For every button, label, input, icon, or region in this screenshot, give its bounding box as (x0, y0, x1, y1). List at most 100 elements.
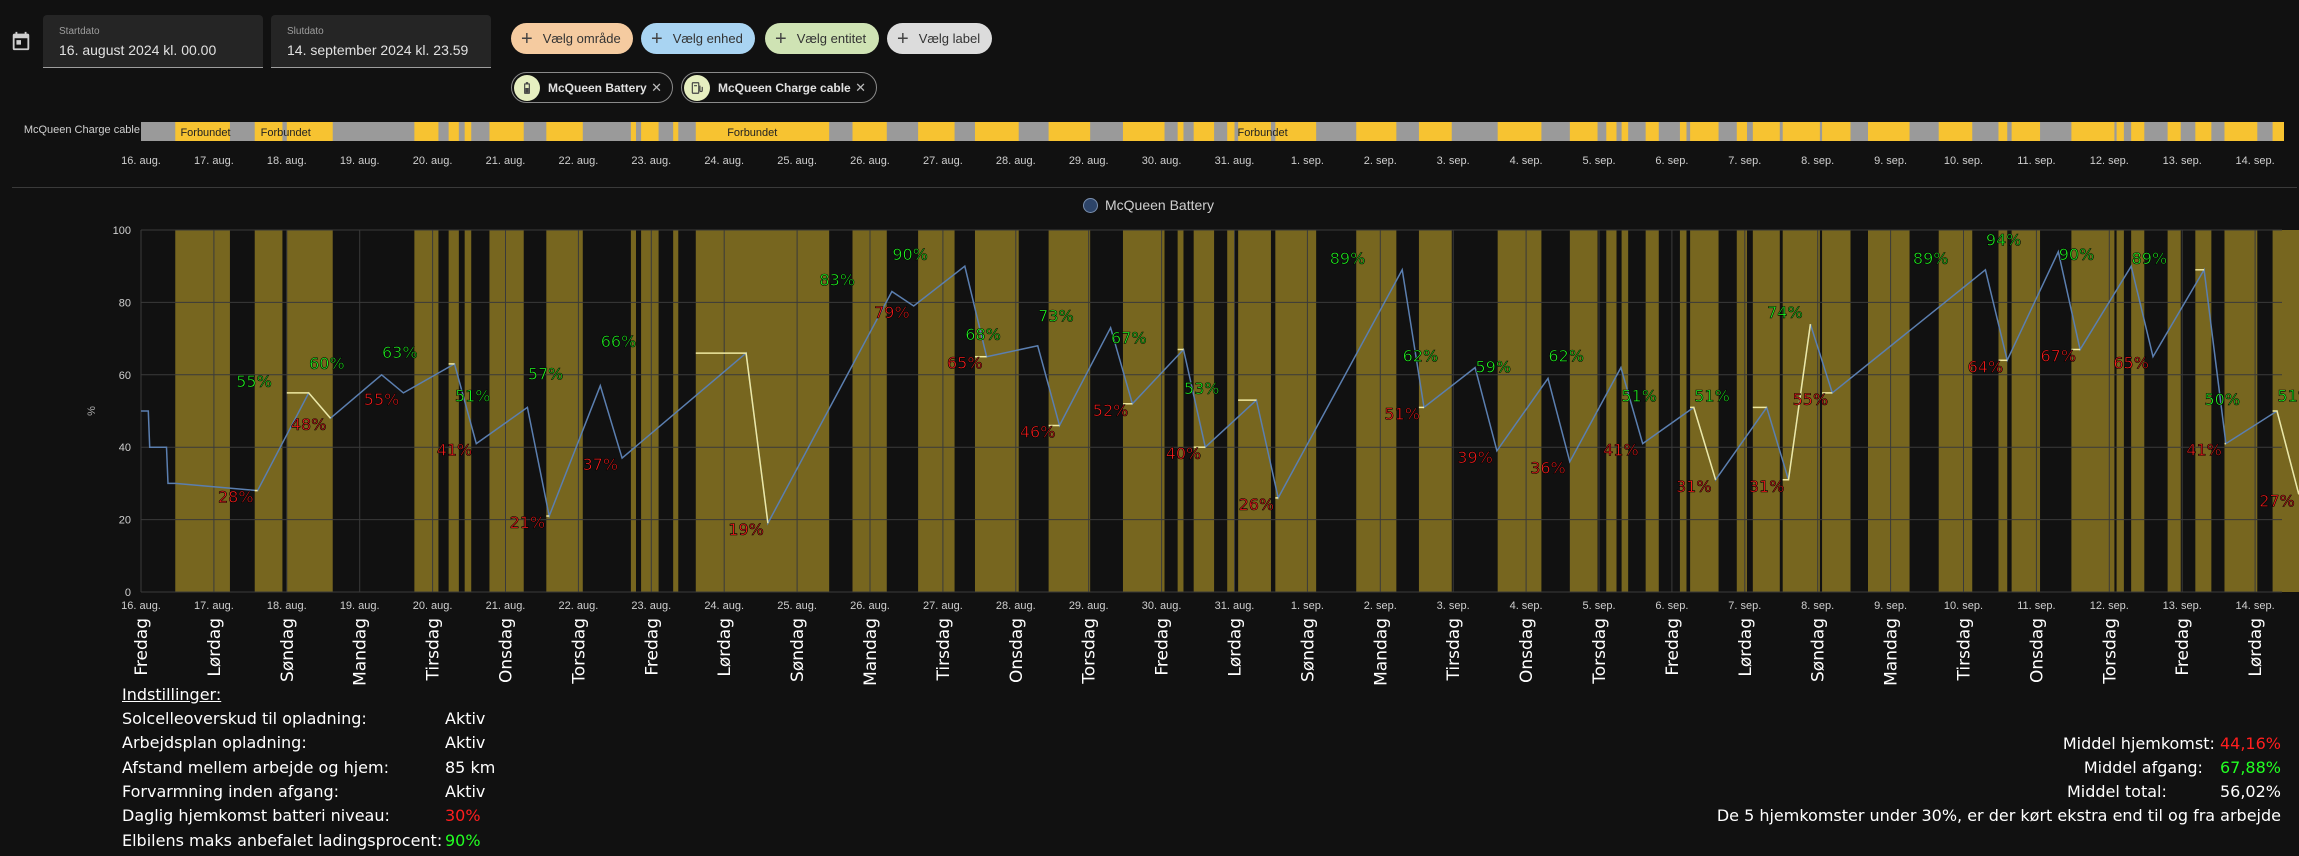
mean-total: Middel total: 56,02% (2067, 782, 2281, 801)
weekday-label: Torsdag (1080, 618, 1100, 685)
timeline-bar-off[interactable] (141, 122, 176, 141)
timeline-bar-off[interactable] (635, 122, 642, 141)
timeline-date-tick: 5. sep. (1582, 155, 1615, 167)
battery-chart[interactable]: 0 20 40 60 80 100% 55% 28% 60% 48% 63% 55% 51% 41% 57%… (0, 215, 2299, 685)
timeline-bar-off[interactable] (1316, 122, 1357, 141)
timeline-bar-off[interactable] (658, 122, 674, 141)
close-icon[interactable]: ✕ (855, 79, 866, 95)
charging-shade (974, 230, 1019, 592)
timeline-date-tick: 6. sep. (1655, 155, 1688, 167)
battery-icon (514, 74, 540, 101)
timeline-bar-off[interactable] (2040, 122, 2072, 141)
timeline-bar-off[interactable] (2007, 122, 2012, 141)
timeline-bar-off[interactable] (886, 122, 919, 141)
departure-label: 89% (2132, 249, 2168, 268)
timeline-bar-off[interactable] (1090, 122, 1123, 141)
timeline-bar-off[interactable] (1396, 122, 1419, 141)
timeline-bar-off[interactable] (471, 122, 490, 141)
y-axis-label: % (86, 406, 98, 416)
start-date-field[interactable]: Startdato 16. august 2024 kl. 00.00 (43, 15, 263, 68)
timeline-date-tick: 16. aug. (121, 155, 161, 167)
charging-shade (1227, 230, 1235, 592)
timeline-bar-off[interactable] (1850, 122, 1869, 141)
timeline-bar-off[interactable] (1972, 122, 1999, 141)
choose-area-button[interactable]: + Vælg område (511, 23, 633, 54)
choose-area-label: Vælg område (542, 31, 621, 46)
timeline-bar-off[interactable] (1686, 122, 1691, 141)
timeline-bar-off[interactable] (1779, 122, 1783, 141)
choose-label-button[interactable]: + Vælg label (887, 23, 992, 54)
timeline-bar-off[interactable] (1718, 122, 1737, 141)
timeline-bar-off[interactable] (2144, 122, 2168, 141)
timeline-date-tick: 13. sep. (2163, 155, 2202, 167)
timeline-bar-off[interactable] (1018, 122, 1049, 141)
weekday-label: Onsdag (2027, 618, 2047, 683)
charging-shade (2011, 230, 2041, 592)
choose-entity-button[interactable]: + Vælg entitet (765, 23, 879, 54)
departure-label: 51% (1621, 386, 1657, 405)
timeline-bar-off[interactable] (2123, 122, 2132, 141)
chart-legend[interactable]: McQueen Battery (1083, 197, 1214, 213)
charging-shade (254, 230, 283, 592)
x-tick-label: 11. sep. (2017, 600, 2055, 612)
setting-label: Daglig hjemkomst batteri niveau: (122, 806, 390, 825)
ev-charger-icon (684, 74, 710, 101)
timeline-bar-off[interactable] (1658, 122, 1680, 141)
timeline-bar-off[interactable] (1451, 122, 1498, 141)
entity-chip-charge-cable[interactable]: McQueen Charge cable ✕ (681, 72, 877, 103)
weekday-label: Søndag (278, 618, 298, 682)
close-icon[interactable]: ✕ (651, 79, 662, 95)
timeline-bar-off[interactable] (829, 122, 853, 141)
timeline-bar-off[interactable] (229, 122, 255, 141)
entity-chip-battery[interactable]: McQueen Battery ✕ (511, 72, 673, 103)
battery-line[interactable] (141, 249, 2299, 526)
x-tick-label: 6. sep. (1655, 600, 1688, 612)
timeline-chart[interactable]: Forbundet Forbundet Forbundet Forbundet 16. … (0, 118, 2299, 174)
timeline-bar-off[interactable] (1909, 122, 1939, 141)
timeline-bar-off[interactable] (1819, 122, 1823, 141)
plus-icon: + (775, 27, 787, 50)
timeline-bar-off[interactable] (1214, 122, 1228, 141)
weekday-label: Lørdag (1226, 618, 1246, 677)
charging-shade (1998, 230, 2008, 592)
timeline-bar-off[interactable] (458, 122, 465, 141)
timeline-bar-off[interactable] (1234, 122, 1239, 141)
calendar-icon[interactable] (10, 30, 32, 52)
setting-value: Aktiv (445, 733, 486, 752)
timeline-bar-off[interactable] (282, 122, 287, 141)
timeline-bar-off[interactable] (2211, 122, 2225, 141)
start-date-label: Startdato (59, 26, 100, 37)
timeline-date-tick: 8. sep. (1801, 155, 1834, 167)
timeline-bar-off[interactable] (954, 122, 975, 141)
timeline-bar-off[interactable] (438, 122, 449, 141)
weekday-label: Lørdag (2246, 618, 2266, 677)
weekday-label: Onsdag (1517, 618, 1537, 683)
timeline-bar-off[interactable] (1597, 122, 1607, 141)
end-date-field[interactable]: Slutdato 14. september 2024 kl. 23.59 (271, 15, 491, 68)
x-tick-label: 10. sep. (1944, 600, 1983, 612)
timeline-bar-off[interactable] (1746, 122, 1753, 141)
departure-label: 66% (601, 332, 637, 351)
timeline-bar-off[interactable] (1183, 122, 1194, 141)
arrival-label: 65% (2113, 354, 2149, 373)
timeline-bar-off[interactable] (1270, 122, 1276, 141)
timeline-bar-off[interactable] (678, 122, 696, 141)
timeline-bar-off[interactable] (332, 122, 415, 141)
x-tick-label: 2. sep. (1364, 600, 1397, 612)
timeline-bar-off[interactable] (582, 122, 631, 141)
timeline-bar-off[interactable] (2114, 122, 2117, 141)
x-tick-label: 31. aug. (1215, 600, 1255, 612)
charging-shade (175, 230, 230, 592)
timeline-bar-off[interactable] (523, 122, 547, 141)
x-tick-label: 21. aug. (486, 600, 526, 612)
setting-label: Forvarmning inden afgang: (122, 782, 340, 801)
timeline-bar-off[interactable] (1616, 122, 1622, 141)
setting-value: Aktiv (445, 709, 486, 728)
timeline-bar-off[interactable] (2180, 122, 2196, 141)
timeline-bar-off[interactable] (2257, 122, 2273, 141)
timeline-bar-off[interactable] (1164, 122, 1178, 141)
timeline-bar-off[interactable] (1628, 122, 1646, 141)
entity-chip-charge-cable-label: McQueen Charge cable (718, 80, 851, 95)
timeline-bar-off[interactable] (1541, 122, 1570, 141)
choose-device-button[interactable]: + Vælg enhed (641, 23, 755, 54)
